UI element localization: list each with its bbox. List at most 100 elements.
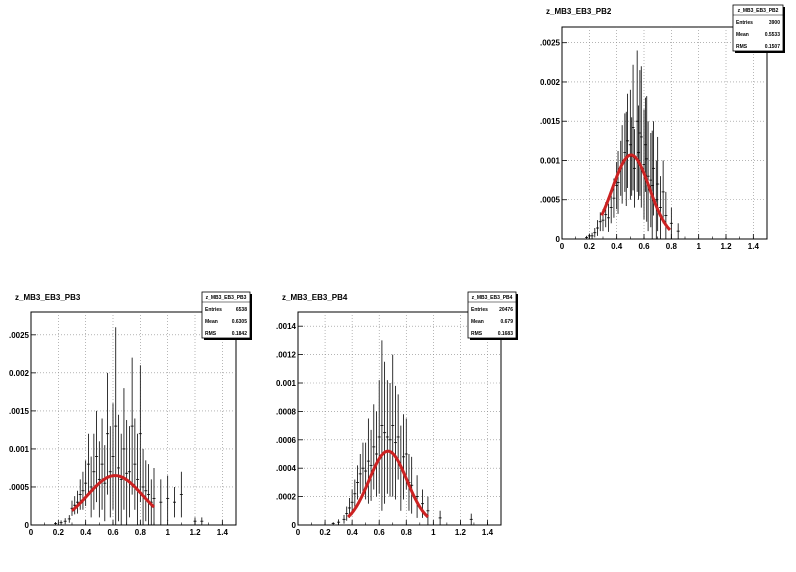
data-point <box>388 383 392 497</box>
fit-curve <box>71 474 156 512</box>
chart-panel-3: 0 0.2 0.4 0.6 0.8 1 1.2 1.4 0 .0002 .0004 .0006 .000… <box>276 291 518 537</box>
data-point <box>438 510 442 525</box>
y-tick-label: .0015 <box>9 407 30 416</box>
y-tick-label: .0014 <box>276 322 297 331</box>
x-tick-label: 0 <box>560 242 565 251</box>
data-point <box>590 232 594 239</box>
data-point <box>469 513 473 525</box>
data-point <box>631 64 635 191</box>
data-point <box>152 467 156 525</box>
y-tick-label: .0002 <box>276 493 297 502</box>
stats-mean-label: Mean <box>205 319 218 325</box>
data-point <box>632 129 636 208</box>
y-tick-label: .0012 <box>276 351 297 360</box>
data-point <box>383 361 387 504</box>
x-tick-label: 1 <box>431 528 436 537</box>
x-tick-label: 0.8 <box>401 528 413 537</box>
data-point <box>402 414 406 500</box>
data-point <box>147 464 151 525</box>
data-point <box>179 471 183 518</box>
data-point <box>166 475 170 522</box>
data-point <box>616 151 620 214</box>
data-point <box>86 433 90 495</box>
x-tick-label: 0.2 <box>320 528 332 537</box>
plot-frame <box>297 311 502 526</box>
data-point <box>626 93 630 188</box>
data-point <box>593 228 597 238</box>
data-point <box>358 454 362 494</box>
data-point <box>127 426 131 518</box>
data-point <box>108 426 112 518</box>
data-point <box>658 176 662 239</box>
y-tick-label: 0.002 <box>9 369 30 378</box>
y-tick-label: .0015 <box>540 117 561 126</box>
data-point <box>92 433 96 510</box>
stats-rms-value: 0.1842 <box>232 331 248 337</box>
stats-rms-label: RMS <box>471 331 483 337</box>
data-point <box>122 388 126 510</box>
x-tick-label: 0.4 <box>611 242 623 251</box>
stats-box: z_MB3_EB3_PB3 Entries 6538 Mean 0.6305 RMS 0.1… <box>201 291 252 340</box>
data-point <box>136 433 140 525</box>
x-tick-label: 1.4 <box>748 242 760 251</box>
data-point <box>63 518 67 525</box>
fit-curve <box>347 449 429 519</box>
data-point <box>585 235 589 239</box>
x-tick-label: 0.4 <box>347 528 359 537</box>
y-tick-label: .0005 <box>9 483 30 492</box>
chart-title: z_MB3_EB3_PB3 <box>15 293 81 302</box>
data-point <box>89 456 93 518</box>
data-point <box>75 490 79 514</box>
data-point <box>81 471 85 510</box>
data-point <box>103 445 107 522</box>
stats-entries-label: Entries <box>205 307 222 313</box>
stats-mean-value: 0.6305 <box>232 319 248 325</box>
data-point <box>125 420 129 525</box>
y-tick-label: .0025 <box>540 39 561 48</box>
data-point <box>345 506 349 521</box>
x-tick-label: 0.6 <box>107 528 119 537</box>
data-point <box>73 496 77 515</box>
x-tick-label: 1.2 <box>455 528 467 537</box>
plot-frame <box>561 26 768 240</box>
data-point <box>669 207 673 239</box>
data-point <box>661 160 665 224</box>
y-tick-label: 0.001 <box>540 156 561 165</box>
data-point <box>393 385 397 500</box>
x-tick-label: 0.2 <box>584 242 596 251</box>
data-point <box>193 517 197 525</box>
x-tick-label: 1.2 <box>189 528 201 537</box>
stats-rms-label: RMS <box>736 44 748 50</box>
y-tick-label: .0005 <box>540 196 561 205</box>
x-tick-label: 1.4 <box>482 528 494 537</box>
data-point <box>116 414 120 522</box>
x-tick-label: 1 <box>165 528 170 537</box>
chart-panel-2: 0 0.2 0.4 0.6 0.8 1 1.2 1.4 0 .0005 0.001 .0015 0.00… <box>9 291 252 537</box>
x-tick-label: 0 <box>296 528 301 537</box>
data-point <box>337 519 341 525</box>
data-point <box>356 465 360 500</box>
y-tick-label: .0006 <box>276 436 297 445</box>
data-point <box>200 517 204 525</box>
stats-rms-value: 0.1507 <box>765 44 781 50</box>
data-point <box>353 479 357 508</box>
x-tick-label: 1 <box>696 242 701 251</box>
stats-box: z_MB3_EB3_PB4 Entries 20476 Mean 0.679 RMS 0.1… <box>467 291 518 340</box>
data-point <box>173 486 176 518</box>
data-point <box>598 212 602 232</box>
fit-curve <box>600 153 672 231</box>
y-tick-label: 0 <box>556 235 561 244</box>
data-point <box>656 136 660 232</box>
stats-box: z_MB3_EB3_PB2 Entries 3900 Mean 0.5533 RMS 0.1… <box>732 4 785 53</box>
stats-box-frame <box>467 291 517 339</box>
x-tick-label: 1.2 <box>720 242 732 251</box>
data-point <box>369 429 373 501</box>
data-point <box>639 66 643 208</box>
data-point <box>119 433 123 525</box>
data-point <box>385 380 389 494</box>
data-point <box>609 191 613 224</box>
y-tick-label: 0 <box>25 521 30 530</box>
data-point <box>130 357 134 495</box>
data-point <box>391 354 395 497</box>
